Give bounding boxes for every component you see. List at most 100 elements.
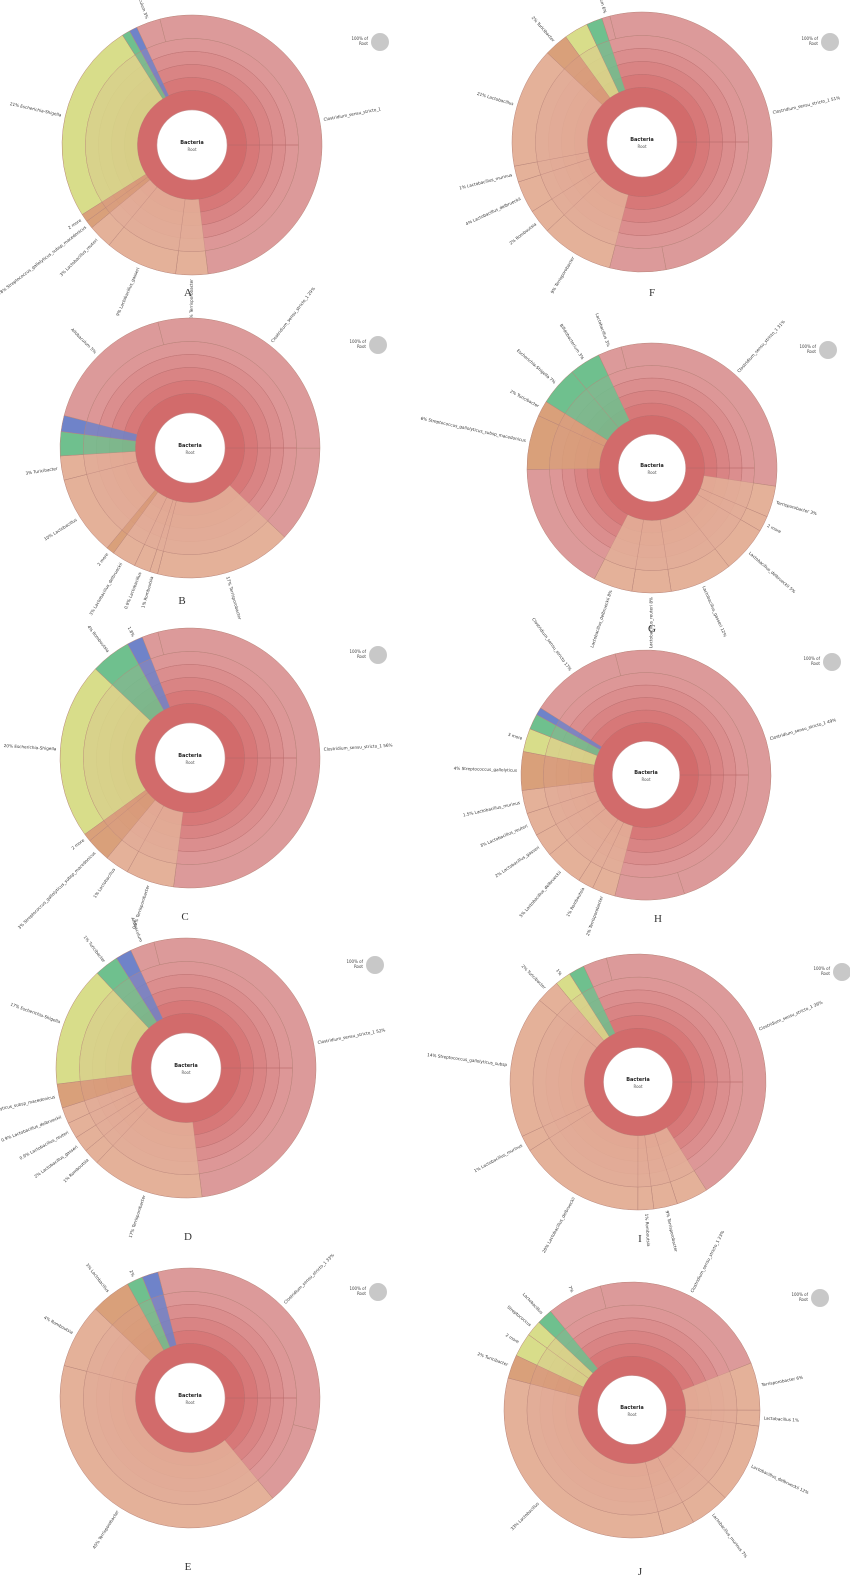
legend-text: Root xyxy=(799,1297,808,1302)
slice-label: 2% Turicibacter xyxy=(477,1351,509,1367)
legend-text: 100% of xyxy=(351,36,368,41)
slice-label: Clostridium_sensu_stricto_1 29% xyxy=(270,286,316,344)
legend-text: Root xyxy=(354,964,363,969)
slice[interactable] xyxy=(583,957,613,988)
slice[interactable] xyxy=(130,941,160,972)
slice-label: Clostridium_sensu_stricto_1 31% xyxy=(736,319,786,374)
slice[interactable] xyxy=(175,250,209,276)
slice-label: 9% Terrisporobacter xyxy=(550,255,576,294)
slice-label: 1% xyxy=(555,968,563,976)
legend-text: 100% of xyxy=(801,36,818,41)
center-title: Bacteria xyxy=(178,753,201,759)
slice-label: 2 more xyxy=(70,837,85,850)
slice-inner xyxy=(150,1294,177,1348)
slice[interactable] xyxy=(157,627,321,889)
legend-text: Root xyxy=(357,344,366,349)
slice[interactable] xyxy=(520,751,546,791)
center-title: Bacteria xyxy=(620,1405,643,1411)
slice[interactable] xyxy=(631,568,672,594)
slice-inner xyxy=(83,684,151,821)
slice[interactable] xyxy=(540,653,621,721)
slice[interactable] xyxy=(606,953,767,1191)
slice[interactable] xyxy=(550,1285,607,1330)
krona-chart-f: Clostridium_sensu_stricto_1 51% 9% Terris… xyxy=(459,0,841,299)
krona-chart-c: Clostridium_sensu_stricto_1 56%0.8% Terr… xyxy=(4,624,393,930)
slice-label: Allobaculum 3% xyxy=(133,0,149,20)
legend-text: Root xyxy=(357,1291,366,1296)
legend-text: 100% of xyxy=(813,966,830,971)
slice-label: 3 more xyxy=(507,732,523,741)
slice-label: Clostridium_sensu_stricto_1 39% xyxy=(758,1000,823,1032)
slice-inner xyxy=(83,1371,259,1505)
panel-label: A xyxy=(184,287,192,299)
center-hole xyxy=(154,412,226,484)
slice-label: Lactobacillus 1% xyxy=(764,1415,800,1422)
slice[interactable] xyxy=(614,649,772,895)
slice[interactable] xyxy=(609,11,773,271)
slice-label: Clostridium_sensu_stricto_1 49% xyxy=(769,717,837,741)
center-hole xyxy=(154,1362,226,1434)
slice-label: Clostridium_sensu_stricto 17% xyxy=(531,617,573,672)
slice-label: Lactobacillus_reuteri 8% xyxy=(648,597,653,648)
slice-label: 1% Romboutsia xyxy=(644,1214,651,1247)
slice-label: Faecalibaculum 6% xyxy=(592,0,608,14)
slice-label: 20% Lactobacillus_delbrueckii xyxy=(541,1196,576,1254)
panel-label: C xyxy=(181,911,188,923)
center-subtitle: Root xyxy=(637,144,646,149)
center-title: Bacteria xyxy=(178,1393,201,1399)
slice-label: 33% Lactobacillus xyxy=(510,1501,540,1531)
legend-text: Root xyxy=(359,41,368,46)
krona-chart-a: Clostridium_sensu_stricto_1 4% Terrisporo… xyxy=(0,0,389,321)
center-subtitle: Root xyxy=(187,147,196,152)
legend-dot xyxy=(366,956,384,974)
slice-label: 2% xyxy=(128,1269,135,1277)
slice-label: 1% Lactobacillus_murinus xyxy=(473,1143,523,1174)
slice[interactable] xyxy=(637,1185,655,1211)
slice-label: 4% Romboutsia xyxy=(86,624,110,653)
slice-inner xyxy=(526,1383,659,1516)
slice-label: Lactobacillus_murinus 7% xyxy=(711,1513,748,1559)
slice[interactable] xyxy=(153,937,317,1198)
legend-text: Root xyxy=(807,349,816,354)
slice-label: 17% Terrisporobacter xyxy=(128,1194,147,1238)
center-title: Bacteria xyxy=(180,140,203,146)
slice[interactable] xyxy=(63,321,164,422)
panel-label: G xyxy=(648,623,656,635)
center-hole xyxy=(150,1032,222,1104)
slice-label: 5% Lactobacillus_delbrueckii xyxy=(518,870,562,919)
legend-dot xyxy=(833,963,850,981)
center-hole xyxy=(611,740,681,810)
slice-label: Clostridium_sensu_stricto_1 33% xyxy=(283,1253,335,1305)
slice[interactable] xyxy=(609,244,667,273)
slice[interactable] xyxy=(159,14,323,275)
slice[interactable] xyxy=(59,431,85,457)
slice-inner xyxy=(604,514,644,570)
slice-label: 2 more xyxy=(505,1333,521,1345)
center-subtitle: Root xyxy=(185,1400,194,1405)
slice[interactable] xyxy=(601,15,616,41)
krona-chart-d: Clostridium_sensu_stricto_1 52% 17% Terri… xyxy=(0,917,386,1243)
panel-label: H xyxy=(654,913,662,925)
slice-label: 6% Streptococcus_gallolyticus_subsp_mace… xyxy=(420,416,526,443)
slice-label: 17% Escherichia-Shigella xyxy=(10,1002,62,1025)
panel-label: E xyxy=(185,1561,192,1573)
slice-label: 4% Romboutsia xyxy=(43,1315,74,1335)
legend-dot xyxy=(369,646,387,664)
center-subtitle: Root xyxy=(647,470,656,475)
slice-label: 9% Terrisporobacter xyxy=(665,1210,679,1252)
slice[interactable] xyxy=(136,18,166,49)
slice-label: 2% Streptococcus_gallolyticus_subsp_mace… xyxy=(0,1094,56,1122)
slice-label: 4% Lactobacillus_delbrueckii xyxy=(465,196,522,226)
slice[interactable] xyxy=(141,631,164,660)
legend-dot xyxy=(823,653,841,671)
slice-label: 1.8% xyxy=(127,626,136,638)
slice[interactable] xyxy=(598,346,627,376)
slice-label: 4% Streptococcus_gallolyticus xyxy=(454,766,518,773)
slice-label: 1% Lactobacillus xyxy=(92,867,116,899)
slice-inner xyxy=(138,658,171,711)
legend-text: 100% of xyxy=(349,1286,366,1291)
center-hole xyxy=(156,109,228,181)
slice-label: 3% Lactobacillus xyxy=(85,1262,111,1293)
legend-text: Root xyxy=(809,41,818,46)
